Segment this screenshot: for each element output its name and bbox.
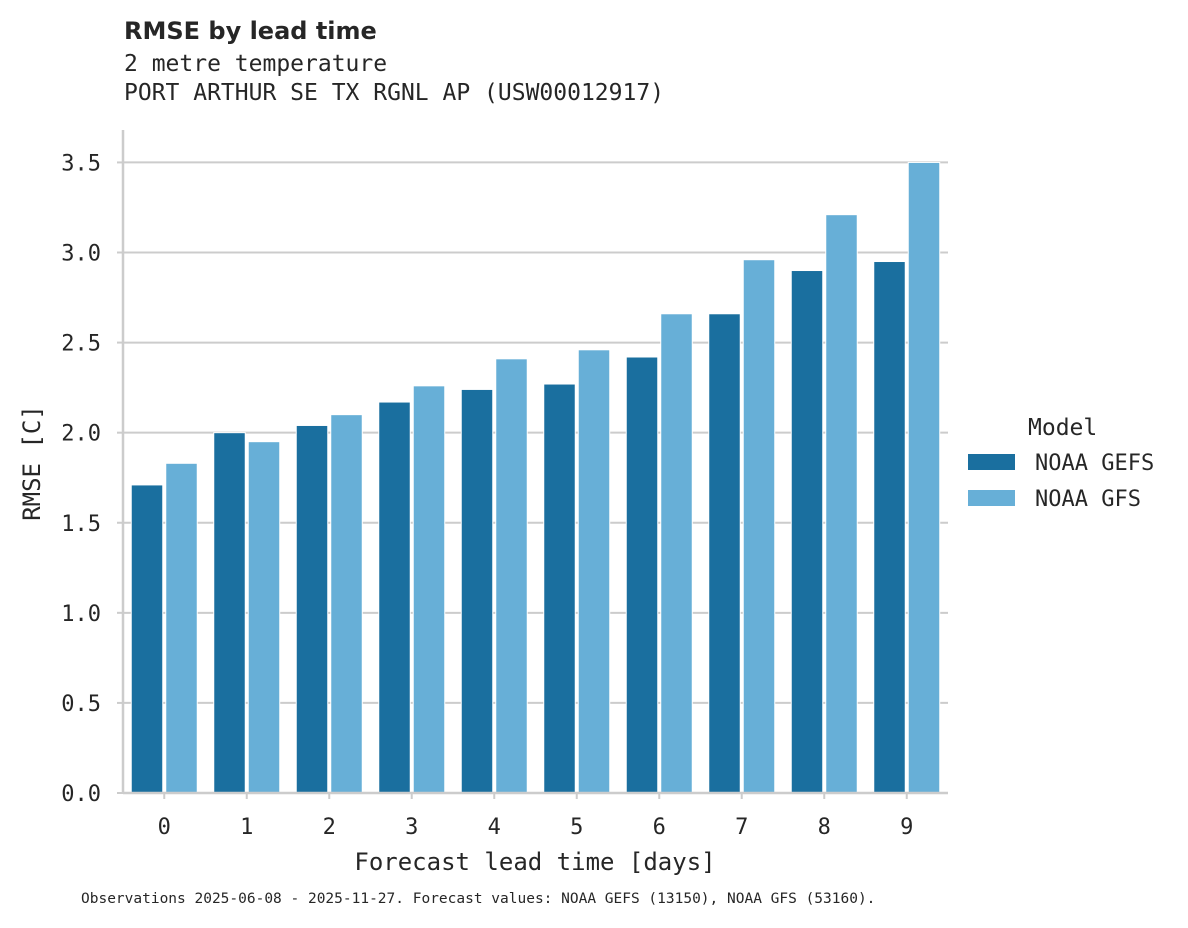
x-tick-label: 7 xyxy=(735,815,748,840)
legend-swatch xyxy=(968,454,1015,470)
bar-noaa-gefs-9 xyxy=(873,261,906,794)
bar-noaa-gfs-0 xyxy=(165,462,198,794)
x-tick-label: 5 xyxy=(570,815,583,840)
y-tick-label: 0.5 xyxy=(61,692,101,717)
bar-noaa-gefs-6 xyxy=(625,356,659,794)
bar-noaa-gfs-4 xyxy=(495,358,528,794)
y-tick-label: 2.5 xyxy=(61,332,101,357)
bar-noaa-gfs-1 xyxy=(247,441,281,794)
bar-noaa-gefs-7 xyxy=(708,313,741,794)
legend-label: NOAA GEFS xyxy=(1035,451,1154,476)
bar-noaa-gefs-8 xyxy=(790,270,824,794)
bar-noaa-gefs-4 xyxy=(460,388,494,794)
legend-label: NOAA GFS xyxy=(1035,487,1141,512)
bar-noaa-gfs-6 xyxy=(660,313,693,794)
bar-noaa-gefs-5 xyxy=(543,383,576,794)
bar-noaa-gfs-3 xyxy=(412,385,446,794)
y-tick-label: 0.0 xyxy=(61,782,101,807)
bar-noaa-gefs-0 xyxy=(130,484,164,794)
legend-swatch xyxy=(968,490,1015,506)
chart-footnote: Observations 2025-06-08 - 2025-11-27. Fo… xyxy=(81,891,876,907)
x-tick-label: 2 xyxy=(323,815,336,840)
y-tick-label: 3.0 xyxy=(61,242,101,267)
bar-noaa-gfs-2 xyxy=(330,414,363,794)
bar-noaa-gfs-5 xyxy=(577,349,611,794)
chart-title: RMSE by lead time xyxy=(124,17,377,45)
bar-noaa-gfs-9 xyxy=(907,161,941,794)
legend: Model NOAA GEFS NOAA GFS xyxy=(968,415,1154,512)
x-tick-label: 4 xyxy=(488,815,501,840)
y-tick-label: 2.0 xyxy=(61,422,101,447)
bar-noaa-gfs-7 xyxy=(742,259,776,794)
chart-subtitle-variable: 2 metre temperature xyxy=(124,51,388,77)
x-tick-label: 1 xyxy=(240,815,253,840)
x-tick-label: 3 xyxy=(405,815,418,840)
y-tick-label: 3.5 xyxy=(61,151,101,176)
bar-noaa-gefs-1 xyxy=(213,432,246,794)
y-tick-label: 1.0 xyxy=(61,602,101,627)
y-axis-label: RMSE [C] xyxy=(18,405,46,521)
bar-noaa-gefs-3 xyxy=(378,401,411,794)
x-axis-label: Forecast lead time [days] xyxy=(354,848,715,876)
x-tick-label: 6 xyxy=(653,815,666,840)
y-tick-label: 1.5 xyxy=(61,512,101,537)
chart-subtitle-station: PORT ARTHUR SE TX RGNL AP (USW00012917) xyxy=(124,80,665,106)
x-tick-label: 8 xyxy=(818,815,831,840)
x-tick-label: 9 xyxy=(900,815,913,840)
bar-noaa-gfs-8 xyxy=(825,214,858,794)
bar-noaa-gefs-2 xyxy=(295,424,329,794)
x-tick-label: 0 xyxy=(158,815,171,840)
legend-title: Model xyxy=(1028,415,1097,441)
